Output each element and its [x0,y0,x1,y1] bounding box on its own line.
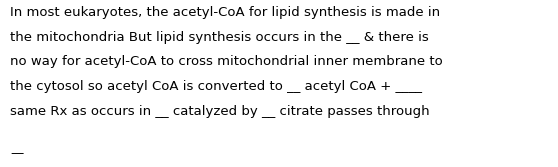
Text: In most eukaryotes, the acetyl-CoA for lipid synthesis is made in: In most eukaryotes, the acetyl-CoA for l… [10,6,440,19]
Text: —: — [10,147,23,160]
Text: same Rx as occurs in __ catalyzed by __ citrate passes through: same Rx as occurs in __ catalyzed by __ … [10,105,430,118]
Text: no way for acetyl-CoA to cross mitochondrial inner membrane to: no way for acetyl-CoA to cross mitochond… [10,55,443,68]
Text: the cytosol so acetyl CoA is converted to __ acetyl CoA + ____: the cytosol so acetyl CoA is converted t… [10,80,422,93]
Text: the mitochondria But lipid synthesis occurs in the __ & there is: the mitochondria But lipid synthesis occ… [10,31,429,44]
